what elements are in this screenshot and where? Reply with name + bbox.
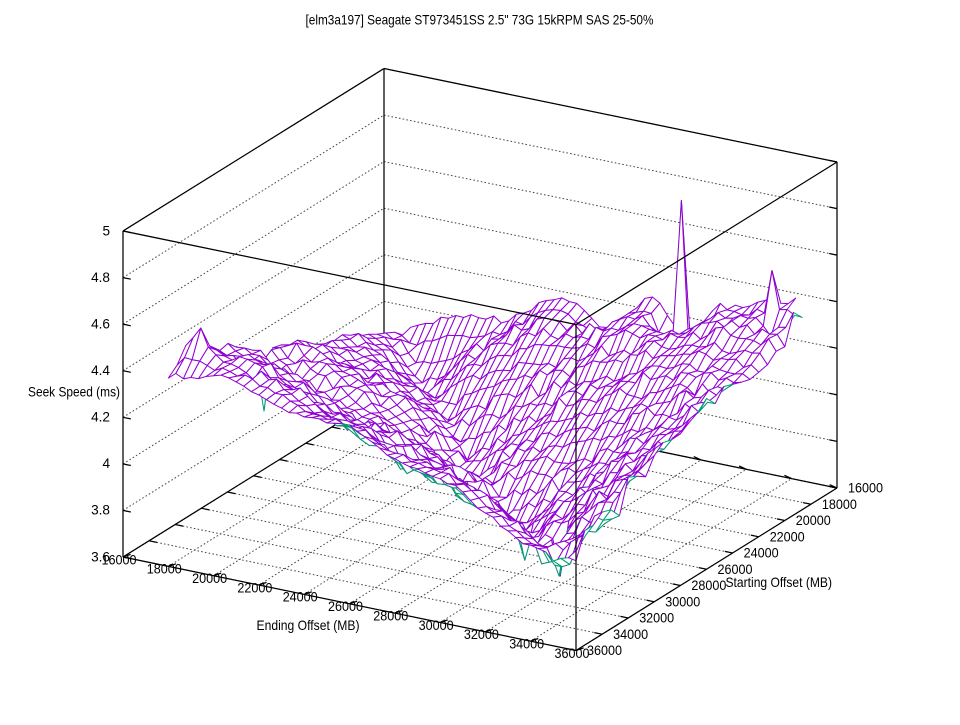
svg-text:16000: 16000 bbox=[102, 552, 137, 567]
svg-text:26000: 26000 bbox=[718, 562, 753, 577]
svg-text:4.6: 4.6 bbox=[91, 316, 110, 331]
svg-text:18000: 18000 bbox=[147, 562, 182, 577]
svg-text:28000: 28000 bbox=[691, 578, 726, 593]
svg-text:34000: 34000 bbox=[613, 627, 648, 642]
svg-text:22000: 22000 bbox=[237, 580, 272, 595]
svg-text:4.4: 4.4 bbox=[91, 363, 110, 378]
svg-text:Seek Speed (ms): Seek Speed (ms) bbox=[28, 385, 120, 400]
svg-text:4.8: 4.8 bbox=[91, 270, 110, 285]
svg-text:3.6: 3.6 bbox=[91, 549, 110, 564]
svg-text:3.8: 3.8 bbox=[91, 503, 110, 518]
svg-text:18000: 18000 bbox=[822, 497, 857, 512]
svg-text:32000: 32000 bbox=[464, 627, 499, 642]
svg-text:30000: 30000 bbox=[419, 618, 454, 633]
svg-text:Starting Offset (MB): Starting Offset (MB) bbox=[726, 575, 833, 590]
svg-text:22000: 22000 bbox=[770, 530, 805, 545]
svg-text:36000: 36000 bbox=[587, 643, 622, 658]
svg-text:20000: 20000 bbox=[192, 571, 227, 586]
svg-text:16000: 16000 bbox=[848, 481, 883, 496]
svg-text:4: 4 bbox=[102, 456, 110, 471]
svg-text:34000: 34000 bbox=[509, 636, 544, 651]
svg-text:26000: 26000 bbox=[328, 599, 363, 614]
svg-text:24000: 24000 bbox=[283, 590, 318, 605]
svg-text:4.2: 4.2 bbox=[91, 410, 110, 425]
svg-text:5: 5 bbox=[102, 223, 110, 238]
svg-text:Ending Offset (MB): Ending Offset (MB) bbox=[257, 618, 360, 633]
svg-text:24000: 24000 bbox=[744, 546, 779, 561]
svg-text:30000: 30000 bbox=[665, 595, 700, 610]
svg-text:32000: 32000 bbox=[639, 611, 674, 626]
svg-text:[elm3a197] Seagate ST973451SS: [elm3a197] Seagate ST973451SS 2.5" 73G 1… bbox=[306, 13, 654, 28]
svg-text:20000: 20000 bbox=[796, 513, 831, 528]
svg-text:36000: 36000 bbox=[555, 646, 590, 661]
svg-text:28000: 28000 bbox=[373, 608, 408, 623]
